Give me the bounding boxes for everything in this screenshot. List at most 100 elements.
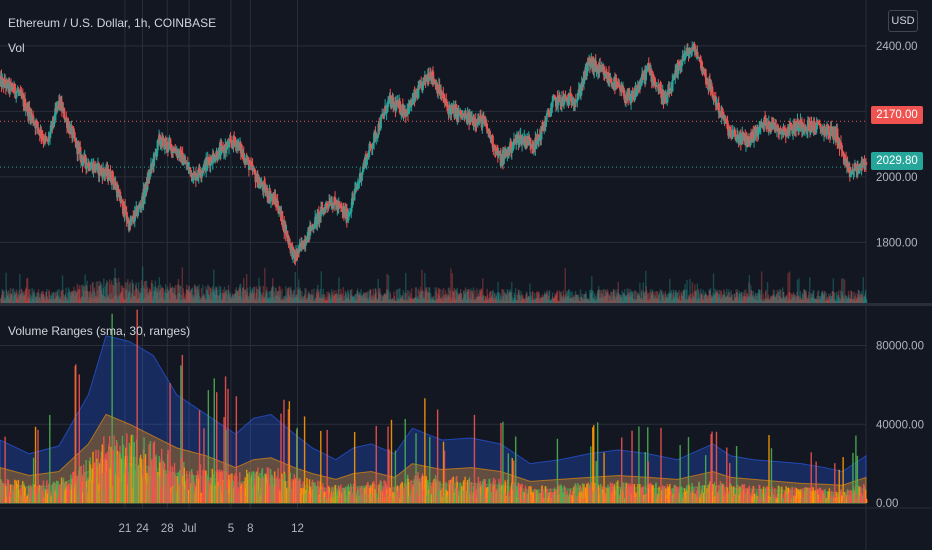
volume-bar [529,291,532,303]
volume-bar [208,286,210,303]
candle-body [314,217,317,228]
volume-bar [846,299,848,303]
candle-body [443,101,446,103]
volume-bar [367,300,370,303]
volume-bar [833,298,835,303]
indicator-bar [537,489,539,503]
volume-bar [331,294,333,303]
volume-bar [604,295,606,303]
indicator-bar [263,482,265,503]
volume-bar [354,294,357,303]
candle-body [339,205,342,207]
volume-bar [320,271,322,303]
volume-bar [194,286,197,303]
volume-bar [185,294,187,303]
volume-bar [161,286,163,303]
volume-bar [83,286,85,303]
volume-bar [174,285,177,303]
indicator-bar [350,486,352,503]
volume-bar [388,298,391,303]
volume-bar [822,292,824,303]
volume-bar [594,293,596,303]
indicator-bar [360,485,363,503]
volume-bar [266,291,268,303]
indicator-bar [82,464,85,503]
volume-bar [128,293,130,303]
volume-bar [6,292,8,303]
volume-bar [487,297,490,303]
indicator-bar [819,487,822,503]
volume-bar [334,294,337,303]
candle-body [358,180,361,183]
volume-bar [858,290,860,303]
volume-bar [121,285,124,303]
candle-body [121,199,124,202]
volume-bar [192,298,194,303]
candle-body [149,170,152,177]
volume-bar [214,291,216,303]
volume-bar [320,298,322,303]
volume-bar [856,296,859,303]
volume-bar [306,297,309,303]
volume-bar [705,293,707,303]
indicator-bar [257,476,260,503]
indicator-bar [338,490,341,503]
volume-bar [201,295,204,303]
volume-bar [366,292,369,303]
indicator-bar [136,309,138,503]
candle-body [378,124,381,131]
indicator-bar [532,491,535,503]
volume-bar [403,300,405,303]
indicator-bar [800,488,802,503]
volume-bar [117,277,120,303]
volume-bar [245,294,247,303]
indicator-bar [633,484,636,503]
volume-bar [310,293,313,303]
candle-body [207,158,210,160]
volume-bar [138,293,141,303]
volume-bar [14,294,17,303]
volume-bar [821,291,823,303]
volume-bar [396,289,399,303]
volume-bar [355,299,358,303]
candle-body [266,187,269,198]
candle-body [130,217,134,222]
volume-bar [107,281,109,303]
volume-bar [389,291,391,303]
volume-bar [338,277,340,303]
volume-bar [677,298,679,303]
volume-bar [608,295,611,303]
volume-bar [38,297,41,303]
indicator-bar [484,479,486,503]
volume-bar [562,290,565,303]
volume-bar [559,300,561,303]
volume-bar [84,274,86,303]
volume-bar [306,299,308,303]
candle-body [194,172,198,181]
volume-bar [52,294,54,303]
volume-bar [500,300,503,303]
volume-bar [613,288,615,303]
volume-bar [59,299,61,303]
volume-bar [62,294,65,303]
indicator-bar [259,472,261,503]
volume-bar [614,296,616,303]
indicator-bar [698,481,700,503]
volume-bar [498,292,500,303]
volume-bar [1,291,4,303]
candle-body [188,167,192,171]
volume-bar [573,294,575,303]
volume-bar [663,300,666,303]
volume-bar [834,292,836,303]
volume-bar [323,298,325,303]
volume-bar [172,292,175,303]
volume-bar [550,298,553,303]
volume-bar [120,285,123,303]
volume-bar [731,294,733,303]
volume-bar [256,300,259,303]
indicator-bar [777,485,780,503]
volume-bar [197,289,200,303]
volume-bar [355,293,357,303]
volume-bar [545,293,547,303]
